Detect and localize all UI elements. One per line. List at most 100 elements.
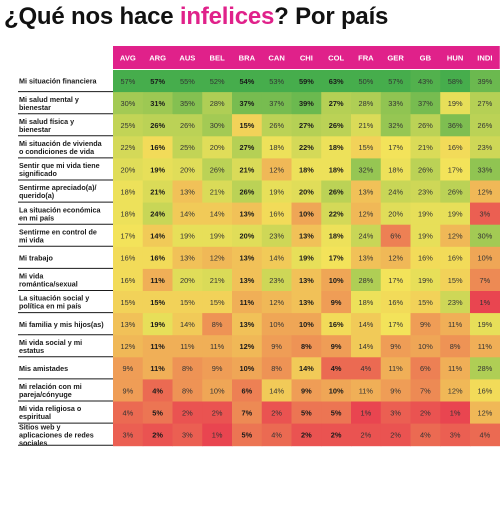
cell-value: 8% <box>182 364 193 373</box>
heatmap-cell <box>440 92 471 115</box>
cell-value: 2% <box>331 430 342 439</box>
heatmap-cell <box>321 423 352 447</box>
cell-value: 16% <box>120 276 135 285</box>
heatmap-cell <box>113 202 144 226</box>
cell-value: 18% <box>120 187 135 196</box>
heatmap-cell <box>202 224 233 248</box>
cell-value: 2% <box>182 408 193 417</box>
cell-value: 22% <box>120 143 135 152</box>
cell-value: 4% <box>361 364 372 373</box>
cell-value: 10% <box>477 254 492 263</box>
cell-value: 26% <box>448 187 463 196</box>
heatmap-cell <box>351 423 382 447</box>
cell-value: 10% <box>418 342 433 351</box>
row-label: Mi trabajo <box>19 253 54 262</box>
cell-value: 15% <box>448 276 463 285</box>
heatmap-cell <box>142 335 173 358</box>
cell-value: 37% <box>269 99 284 108</box>
heatmap-cell <box>410 379 441 402</box>
cell-value: 20% <box>299 187 314 196</box>
heatmap-cell <box>172 423 203 447</box>
row-label-line: Mi salud mental y <box>19 95 79 104</box>
row-label-line: Mi vida <box>19 272 44 281</box>
heatmap-cell <box>291 92 322 115</box>
heatmap-cell <box>202 423 233 447</box>
cell-value: 54% <box>239 77 254 86</box>
cell-value: 2% <box>152 430 163 439</box>
cell-value: 9% <box>331 342 342 351</box>
cell-value: 7% <box>420 386 431 395</box>
cell-value: 7% <box>242 408 253 417</box>
cell-value: 27% <box>477 99 492 108</box>
cell-value: 57% <box>120 77 135 86</box>
heatmap-cell <box>232 401 263 425</box>
cell-value: 18% <box>120 209 135 218</box>
cell-value: 1% <box>212 430 223 439</box>
heatmap-cell <box>232 158 263 181</box>
heatmap-cell <box>113 357 144 380</box>
heatmap-cell <box>172 70 203 93</box>
heatmap-cell <box>202 158 233 181</box>
cell-value: 12% <box>210 254 225 263</box>
heatmap-cell <box>202 114 233 137</box>
cell-value: 14% <box>299 364 314 373</box>
heatmap-cell <box>291 335 322 358</box>
cell-value: 23% <box>269 232 284 241</box>
row-label-line: La situación social y <box>19 294 89 303</box>
row-label-line: romántica/sexual <box>19 280 78 289</box>
heatmap-cell <box>380 180 411 204</box>
cell-value: 12% <box>388 254 403 263</box>
heatmap-cell <box>440 291 471 314</box>
heatmap-cell <box>142 268 173 292</box>
row-label-line: Mi familia y mis hijos(as) <box>19 320 104 329</box>
heatmap-cell <box>291 246 322 270</box>
heatmap-cell <box>113 158 144 181</box>
heatmap-cell <box>113 92 144 115</box>
heatmap-cell <box>172 158 203 181</box>
heatmap-cell <box>351 70 382 93</box>
heatmap-cell <box>321 357 352 380</box>
heatmap-cell <box>142 423 173 447</box>
cell-value: 26% <box>477 121 492 130</box>
heatmap-cell <box>261 114 292 137</box>
column-header-indi: INDI <box>477 54 492 63</box>
heatmap-cell <box>291 114 322 137</box>
column-header-aus: AUS <box>179 54 195 63</box>
heatmap-cell <box>380 357 411 380</box>
row-label: Sentirme en control de mi vida <box>19 227 97 244</box>
heatmap-cell <box>261 379 292 402</box>
row-label: Mi salud mental y bienestar <box>19 95 79 112</box>
heatmap-cell <box>172 335 203 358</box>
heatmap-cell <box>113 335 144 358</box>
row-label: Mis amistades <box>19 364 68 373</box>
heatmap-cell <box>202 357 233 380</box>
cell-value: 21% <box>358 121 373 130</box>
heatmap-cell <box>410 70 441 93</box>
heatmap-cell <box>202 136 233 159</box>
cell-value: 4% <box>123 408 134 417</box>
cell-value: 10% <box>329 276 344 285</box>
cell-value: 2% <box>271 408 282 417</box>
heatmap-cell <box>202 92 233 115</box>
cell-value: 19% <box>269 187 284 196</box>
cell-value: 4% <box>480 430 491 439</box>
cell-value: 13% <box>239 209 254 218</box>
heatmap-cell <box>351 313 382 336</box>
heatmap-cell <box>440 180 471 204</box>
row-label-line: Sentir que mi vida tiene <box>19 161 100 170</box>
heatmap-cell <box>142 70 173 93</box>
heatmap-cell <box>142 246 173 270</box>
heatmap-cell <box>202 70 233 93</box>
heatmap-cell <box>202 268 233 292</box>
heatmap-cell <box>261 291 292 314</box>
cell-value: 19% <box>150 165 165 174</box>
cell-value: 59% <box>299 77 314 86</box>
cell-value: 19% <box>299 254 314 263</box>
cell-value: 8% <box>271 364 282 373</box>
row-label: Mi relación con mi pareja/cónyuge <box>19 382 82 399</box>
heatmap-cell <box>351 92 382 115</box>
heatmap-cell <box>410 136 441 159</box>
cell-value: 25% <box>120 121 135 130</box>
heatmap-cell <box>470 158 500 181</box>
heatmap-cell <box>113 268 144 292</box>
